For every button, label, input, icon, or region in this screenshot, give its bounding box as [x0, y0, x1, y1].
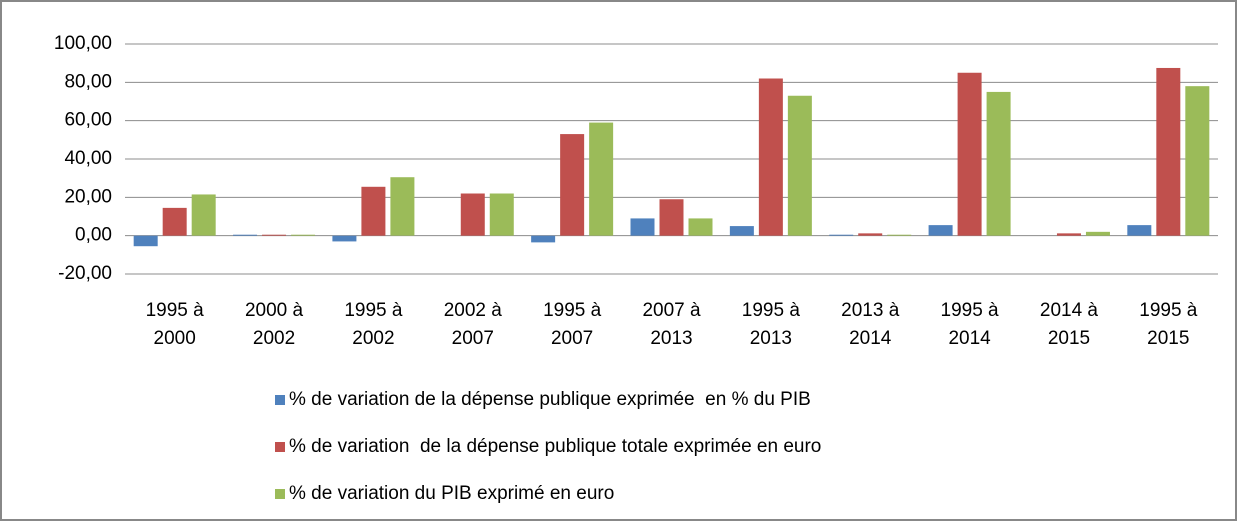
- legend-swatch: [275, 489, 285, 499]
- bar: [1156, 67, 1181, 236]
- bar: [332, 235, 357, 242]
- x-tick-label: 2013 à 2014: [841, 300, 900, 349]
- bar: [162, 207, 187, 236]
- x-tick-label: 1995 à 2013: [741, 300, 800, 349]
- x-tick-label: 1995 à 2002: [344, 300, 403, 349]
- bar: [390, 177, 415, 236]
- bar: [1085, 231, 1110, 236]
- bar: [589, 122, 614, 236]
- y-tick-label: -20,00: [58, 263, 112, 284]
- bar: [928, 225, 953, 236]
- bar: [858, 233, 883, 236]
- y-tick-label: 40,00: [64, 148, 112, 169]
- legend-label: % de variation de la dépense publique to…: [289, 436, 821, 457]
- bar: [1185, 86, 1210, 236]
- bar: [787, 95, 812, 236]
- bar: [758, 78, 783, 236]
- legend-label: % de variation du PIB exprimé en euro: [289, 483, 614, 504]
- bar: [191, 194, 216, 236]
- bar: [659, 199, 684, 236]
- bar: [688, 218, 713, 236]
- x-tick-label: 2002 à 2007: [443, 300, 502, 349]
- x-tick-label: 1995 à 2015: [1139, 300, 1198, 349]
- x-tick-label: 1995 à 2007: [543, 300, 602, 349]
- bar: [233, 234, 258, 236]
- y-tick-label: 100,00: [54, 33, 112, 54]
- bar: [460, 193, 485, 236]
- bar: [887, 234, 912, 236]
- bar: [1056, 233, 1081, 236]
- legend-swatch: [275, 442, 285, 452]
- y-tick-label: 0,00: [75, 225, 112, 246]
- bar: [729, 226, 754, 236]
- bar: [829, 234, 854, 236]
- bar: [489, 193, 514, 236]
- legend-label: % de variation de la dépense publique ex…: [289, 389, 811, 410]
- x-tick-label: 1995 à 2000: [145, 300, 204, 349]
- bar: [361, 186, 386, 236]
- y-tick-label: 60,00: [64, 110, 112, 131]
- x-tick-label: 2007 à 2013: [642, 300, 701, 349]
- bar: [1127, 225, 1152, 236]
- bar: [986, 91, 1011, 236]
- x-tick-label: 1995 à 2014: [940, 300, 999, 349]
- x-tick-label: 2000 à 2002: [244, 300, 304, 349]
- bar: [133, 235, 158, 247]
- y-tick-label: 80,00: [64, 71, 112, 92]
- bar: [291, 234, 316, 236]
- bar: [957, 72, 982, 236]
- bar: [262, 234, 287, 236]
- legend-swatch: [275, 395, 285, 405]
- y-tick-label: 20,00: [64, 186, 112, 207]
- bar: [531, 235, 556, 243]
- x-tick-label: 2014 à 2015: [1039, 300, 1099, 349]
- bar: [630, 218, 655, 236]
- bar: [560, 134, 585, 236]
